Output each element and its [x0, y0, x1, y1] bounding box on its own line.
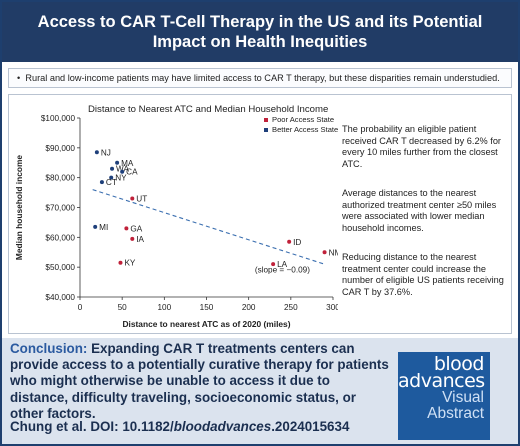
x-tick-label: 150 [200, 303, 214, 312]
point-label-nm: NM [329, 248, 338, 257]
y-tick-label: $40,000 [45, 293, 75, 302]
y-tick-label: $90,000 [45, 144, 75, 153]
legend-swatch [264, 118, 268, 122]
chart-panel [8, 94, 512, 334]
legend-label: Better Access State [272, 125, 338, 134]
conclusion-label: Conclusion: [10, 341, 88, 356]
bullet-icon: • [17, 73, 26, 83]
y-axis-label: Median household income [14, 155, 24, 261]
data-point-ia [130, 236, 135, 241]
data-point-nj [94, 150, 99, 155]
point-label-ky: KY [124, 259, 135, 268]
page-title: Access to CAR T-Cell Therapy in the US a… [38, 12, 483, 52]
logo-line-3: Visual [442, 389, 484, 406]
point-label-ga: GA [130, 224, 142, 233]
y-tick-label: $50,000 [45, 263, 75, 272]
point-label-ma: MA [121, 159, 134, 168]
title-banner: Access to CAR T-Cell Therapy in the US a… [2, 2, 518, 62]
data-point-la [271, 262, 276, 267]
x-tick-label: 200 [242, 303, 256, 312]
data-point-mi [93, 224, 98, 229]
finding-3: Reducing distance to the nearest treatme… [342, 252, 504, 297]
title-line-2: Impact on Health Inequities [152, 33, 368, 51]
data-point-ct [99, 180, 104, 185]
conclusion-text: Conclusion: Expanding CAR T treatments c… [10, 341, 390, 422]
chart-title: Distance to Nearest ATC and Median House… [88, 104, 329, 115]
citation-suffix: .2024015634 [271, 419, 350, 434]
data-point-ny [109, 175, 114, 180]
title-line-1: Access to CAR T-Cell Therapy in the US a… [37, 13, 483, 31]
citation-journal: bloodadvances [173, 419, 272, 434]
x-tick-label: 100 [157, 303, 171, 312]
x-tick-label: 0 [78, 303, 83, 312]
y-tick-label: $100,000 [41, 114, 76, 123]
point-label-wa: WA [116, 165, 129, 174]
logo-line-1: blood [433, 353, 485, 375]
logo-line-2: advances [398, 370, 485, 392]
data-point-wa [110, 166, 115, 171]
citation-prefix: Chung et al. DOI: 10.1182/ [10, 419, 174, 434]
scatter-chart: $40,000 $50,000 $60,000 $70,000 $80,000 $90,0… [14, 114, 338, 329]
data-point-ma [115, 160, 120, 165]
y-tick-label: $80,000 [45, 174, 75, 183]
conclusion-body: Expanding CAR T treatments centers can p… [10, 341, 389, 421]
point-label-ny: NY [115, 174, 127, 183]
trend-slope-label: (slope = −0.09) [255, 266, 310, 275]
point-label-id: ID [293, 238, 301, 247]
key-point-box: • Rural and low-income patients may have… [8, 68, 512, 88]
trend-line [92, 189, 325, 265]
data-point-id [287, 239, 292, 244]
x-axis-label: Distance to nearest ATC as of 2020 (mile… [122, 319, 290, 329]
x-tick-label: 300 [326, 303, 338, 312]
key-point-text: Rural and low-income patients may have l… [25, 73, 500, 83]
y-tick-label: $60,000 [45, 233, 75, 242]
point-label-ca: CA [126, 168, 138, 177]
data-point-ky [118, 260, 123, 265]
citation: Chung et al. DOI: 10.1182/bloodadvances.… [10, 419, 349, 434]
point-label-mi: MI [99, 223, 108, 232]
data-point-ut [130, 196, 135, 201]
finding-2: Average distances to the nearest authori… [342, 188, 497, 233]
legend-swatch [264, 128, 268, 132]
finding-1: The probability an eligible patient rece… [342, 124, 501, 169]
point-label-la: LA [277, 260, 288, 269]
point-label-ct: CT [106, 178, 117, 187]
logo-line-4: Abstract [427, 405, 484, 422]
point-label-nj: NJ [101, 148, 111, 157]
legend-label: Poor Access State [272, 115, 334, 124]
point-label-ut: UT [136, 195, 147, 204]
data-point-ga [124, 226, 129, 231]
x-tick-label: 50 [118, 303, 128, 312]
data-point-nm [322, 250, 327, 255]
point-label-ia: IA [136, 235, 144, 244]
y-tick-label: $70,000 [45, 204, 75, 213]
data-point-ca [120, 169, 125, 174]
x-tick-label: 250 [284, 303, 298, 312]
journal-logo: blood advances Visual Abstract [398, 352, 490, 440]
